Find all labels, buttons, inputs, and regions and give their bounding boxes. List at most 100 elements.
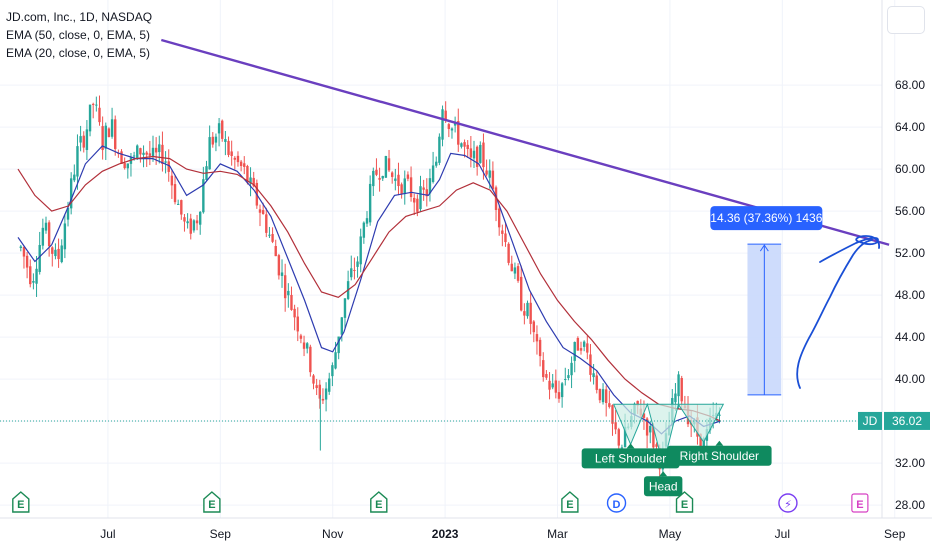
candle	[425, 178, 428, 207]
event-marker-earnings: E	[370, 491, 388, 513]
candle-body	[560, 383, 564, 398]
candle	[441, 105, 444, 147]
candle	[230, 140, 233, 166]
candle	[460, 142, 463, 149]
candle-body	[403, 178, 406, 195]
candle-body	[271, 234, 274, 242]
price-axis-panel	[882, 0, 932, 550]
candle	[356, 256, 359, 278]
candle-body	[589, 354, 592, 375]
candle-body	[337, 336, 340, 354]
candle-body	[485, 170, 488, 175]
candle-body	[378, 177, 381, 180]
candle-body	[416, 198, 419, 212]
candle-body	[469, 148, 473, 158]
candle-body	[274, 246, 277, 257]
candle	[293, 304, 296, 331]
candle	[224, 131, 227, 156]
candle-body	[545, 374, 548, 378]
candle	[22, 245, 26, 269]
candle	[507, 242, 510, 266]
x-tick-label: Sep	[884, 527, 906, 541]
candle	[384, 155, 388, 179]
candle	[315, 378, 318, 396]
candle-body	[510, 263, 513, 272]
candle	[513, 262, 517, 280]
candle-body	[180, 200, 183, 215]
candle	[277, 253, 281, 280]
candle-body	[507, 243, 510, 263]
candle	[368, 175, 372, 226]
candle-body	[340, 317, 344, 335]
candle-body	[428, 178, 432, 194]
candle-body	[617, 429, 620, 446]
candle-body	[170, 175, 174, 186]
y-tick-label: 32.00	[895, 456, 925, 470]
legend-title: JD.com, Inc., 1D, NASDAQ	[6, 10, 153, 24]
event-marker-earnings: E	[561, 491, 579, 513]
candle-body	[318, 384, 321, 399]
candle	[192, 219, 196, 233]
candle	[120, 149, 123, 165]
candle-body	[79, 136, 82, 143]
candle	[504, 223, 507, 247]
candle-body	[120, 151, 123, 164]
candle-body	[208, 137, 211, 170]
candle-body	[532, 321, 536, 333]
candle	[69, 172, 73, 215]
candle	[353, 257, 356, 280]
chart-settings-button[interactable]	[887, 6, 925, 34]
candle	[557, 380, 561, 403]
candle	[95, 96, 98, 112]
candle-body	[148, 153, 152, 156]
handwritten-arrow-head	[819, 235, 880, 263]
ema50-line	[17, 155, 721, 422]
candle	[312, 374, 315, 390]
candle	[532, 320, 536, 343]
candle	[567, 369, 570, 381]
candle-body	[570, 362, 573, 376]
candle	[331, 362, 334, 387]
candle-body	[76, 146, 79, 177]
candle	[239, 159, 243, 172]
pattern-label-box	[643, 476, 683, 497]
candle-body	[529, 302, 532, 324]
candle	[199, 211, 202, 235]
candle-body	[538, 339, 542, 357]
candle-body	[582, 341, 586, 347]
candle	[214, 133, 218, 152]
candle	[328, 372, 331, 395]
candle	[35, 255, 38, 297]
candle	[60, 239, 63, 264]
candle-body	[368, 183, 372, 223]
x-tick-label: Mar	[547, 527, 568, 541]
candle	[592, 364, 595, 385]
event-marker-shape	[561, 491, 579, 513]
candle-body	[331, 365, 334, 377]
candle	[431, 151, 435, 184]
candle-body	[47, 222, 51, 247]
candle-body	[567, 375, 570, 378]
candle-body	[114, 119, 117, 150]
candle-body	[620, 447, 624, 449]
candle-body	[126, 163, 130, 169]
candle	[287, 283, 290, 308]
candle-body	[107, 128, 111, 138]
event-marker-text: E	[208, 499, 215, 511]
candle-body	[463, 142, 466, 147]
candle-body	[66, 207, 70, 220]
candle	[25, 251, 29, 279]
candle	[151, 135, 155, 162]
event-marker-text: E	[375, 499, 382, 511]
candle	[91, 102, 95, 119]
candle-body	[51, 247, 54, 254]
candle	[413, 193, 416, 216]
candle-body	[642, 413, 646, 418]
candle-body	[592, 373, 595, 378]
candle-body	[32, 281, 35, 283]
candle	[274, 239, 277, 257]
candle-body	[25, 255, 29, 268]
candle	[110, 107, 114, 139]
